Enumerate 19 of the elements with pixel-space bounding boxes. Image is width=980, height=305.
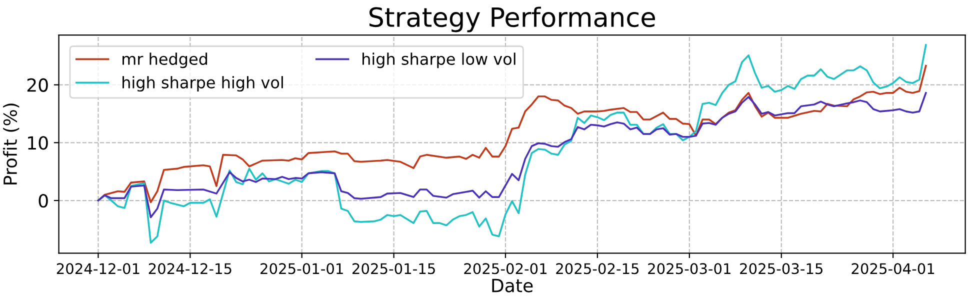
chart-title: Strategy Performance — [369, 6, 655, 32]
x-tick-label: 2025-03-15 — [740, 263, 822, 274]
line-series — [97, 92, 927, 218]
x-tick-label: 2025-03-01 — [648, 263, 730, 274]
x-tick-label: 2024-12-01 — [56, 263, 140, 274]
x-tick-label: 2025-02-15 — [556, 263, 639, 274]
legend-label: high sharpe low vol — [362, 52, 516, 68]
y-tick-label: 0 — [38, 194, 48, 208]
x-tick-label: 2025-04-01 — [852, 263, 934, 274]
x-tick-label: 2024-12-15 — [148, 263, 232, 274]
x-tick-label: 2025-02-01 — [464, 263, 547, 274]
x-tick-label: 2025-01-15 — [352, 263, 435, 274]
y-axis-title: Profit (%) — [3, 104, 20, 184]
x-axis-title: Date — [492, 278, 533, 292]
legend-label: high sharpe high vol — [122, 76, 283, 92]
x-tick-label: 2025-01-01 — [260, 263, 343, 274]
y-tick-label: 10 — [28, 136, 48, 150]
y-tick-label: 20 — [27, 78, 48, 92]
legend-label: mr hedged — [122, 52, 208, 68]
